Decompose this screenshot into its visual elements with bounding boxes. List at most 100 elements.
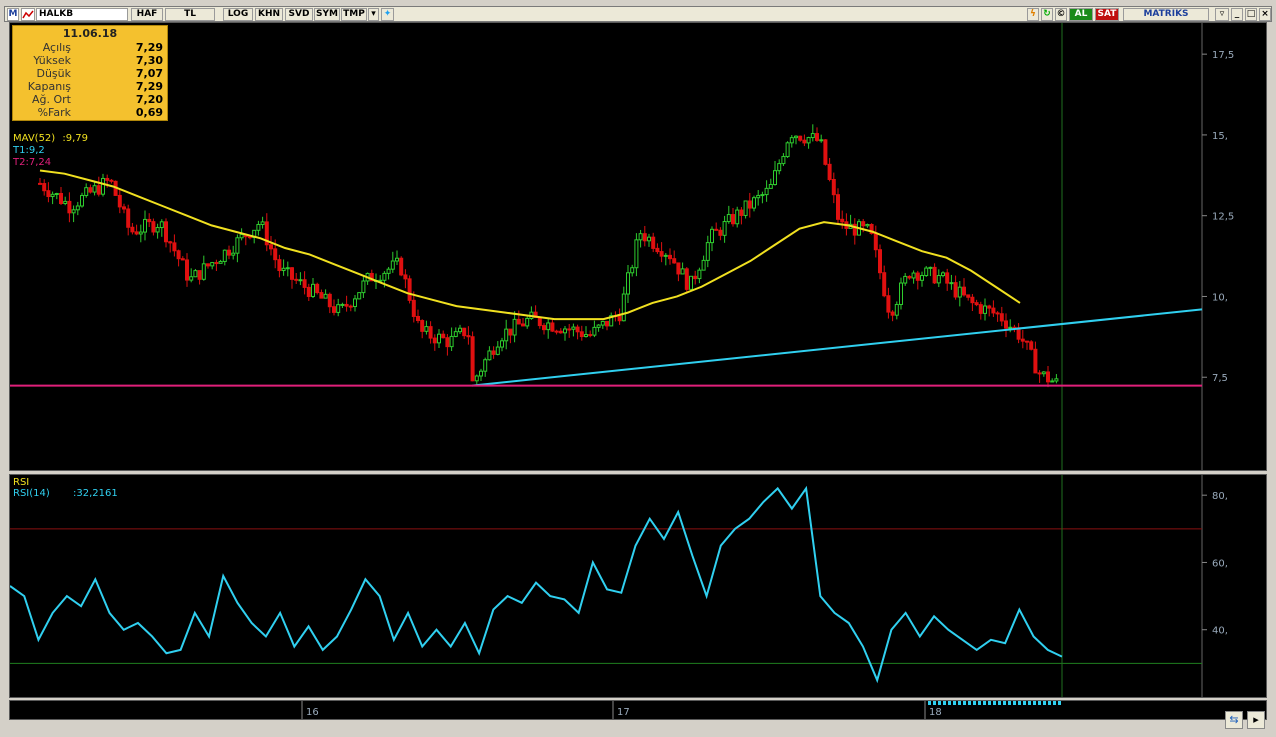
candle-body: [285, 267, 290, 270]
sell-button[interactable]: SAT: [1095, 8, 1119, 21]
svd-button[interactable]: SVD: [285, 8, 313, 21]
candle-body: [382, 272, 387, 281]
candle-body: [747, 200, 752, 209]
candle-body: [164, 221, 168, 243]
candle-body: [768, 184, 773, 189]
candle-body: [319, 292, 324, 299]
rsi-label: RSI(14) :32,2161: [13, 488, 118, 499]
rsi-name: RSI(14): [13, 488, 50, 499]
time-marker: [1058, 701, 1061, 705]
time-marker: [973, 701, 976, 705]
twitter-icon[interactable]: ✦: [381, 8, 394, 21]
candle-body: [941, 272, 945, 277]
candle-body: [369, 272, 374, 282]
candle-body: [239, 234, 244, 239]
candle-body: [621, 293, 626, 322]
candle-body: [453, 331, 458, 337]
rsi-panel[interactable]: 80, 60, 40, RSI RSI(14) :32,2161: [9, 474, 1267, 698]
info-row-change: %Fark 0,69: [13, 106, 167, 119]
candle-body: [722, 221, 727, 236]
candle-body: [407, 278, 412, 301]
log-button[interactable]: LOG: [223, 8, 253, 21]
candle-body: [701, 259, 706, 271]
candle-body: [1046, 371, 1050, 383]
candle-body: [953, 282, 958, 298]
time-marker: [1013, 701, 1016, 705]
chart-type-icon[interactable]: [21, 8, 35, 21]
candle-body: [117, 194, 122, 208]
candle-body: [122, 206, 126, 210]
candle-body: [966, 294, 971, 298]
info-value: 7,29: [135, 80, 163, 93]
scroll-end-icon[interactable]: ▸: [1247, 711, 1265, 729]
rsi-value: :32,2161: [72, 488, 118, 499]
candle-body: [693, 275, 698, 280]
candle-body: [550, 322, 555, 332]
khn-button[interactable]: KHN: [255, 8, 283, 21]
candle-body: [458, 327, 462, 333]
candle-body: [886, 295, 891, 313]
horizontal-scrollbar[interactable]: ⇆ ▸: [9, 711, 1267, 731]
candle-body: [101, 177, 105, 195]
candle-body: [525, 317, 530, 327]
info-value: 0,69: [135, 106, 163, 119]
lightning-icon[interactable]: ϟ: [1027, 8, 1039, 21]
buy-button[interactable]: AL: [1069, 8, 1093, 21]
candle-body: [327, 293, 332, 308]
rsi-tick-label: 40,: [1212, 626, 1228, 637]
candle-body: [945, 272, 950, 284]
candle-body: [437, 333, 441, 344]
minimize-icon[interactable]: ▿: [1215, 8, 1229, 21]
symbol-field[interactable]: HALKB: [36, 8, 128, 21]
time-marker: [968, 701, 971, 705]
candle-body: [882, 272, 887, 297]
candle-body: [395, 257, 399, 262]
info-row-low: Düşük 7,07: [13, 67, 167, 80]
candle-body: [596, 324, 601, 328]
time-marker: [993, 701, 996, 705]
price-tick-label: 12,5: [1212, 212, 1234, 223]
candle-body: [588, 334, 593, 337]
candle-body: [668, 254, 672, 260]
candle-body: [80, 194, 84, 207]
sym-button[interactable]: SYM: [314, 8, 340, 21]
tmp-button[interactable]: TMP: [341, 8, 367, 21]
candle-body: [815, 133, 819, 141]
time-marker: [1018, 701, 1021, 705]
candle-body: [865, 224, 870, 227]
candle-body: [159, 221, 164, 229]
candle-body: [71, 209, 76, 214]
close-icon[interactable]: ×: [1259, 8, 1271, 21]
candle-body: [487, 350, 492, 361]
price-chart[interactable]: 17,5 15, 12,5 10, 7,5: [10, 23, 1266, 470]
candle-body: [752, 197, 756, 209]
candle-body: [907, 275, 912, 279]
maximize-icon[interactable]: □: [1245, 8, 1257, 21]
copyright-icon[interactable]: ©: [1055, 8, 1067, 21]
candle-body: [600, 320, 605, 326]
candle-body: [680, 268, 685, 275]
minimize-window-icon[interactable]: _: [1231, 8, 1243, 21]
sync-icon[interactable]: ⇆: [1225, 711, 1243, 729]
tl-button[interactable]: TL: [165, 8, 215, 21]
candle-body: [462, 327, 467, 337]
m-button[interactable]: M: [7, 8, 19, 21]
price-chart-panel[interactable]: 17,5 15, 12,5 10, 7,5 MAV(52) :9,79 T1:9,2 T…: [9, 22, 1267, 471]
rsi-chart[interactable]: 80, 60, 40,: [9, 475, 1266, 697]
dropdown-icon[interactable]: ▾: [368, 8, 379, 21]
refresh-icon[interactable]: ↻: [1041, 8, 1053, 21]
candle-body: [806, 137, 811, 144]
haf-button[interactable]: HAF: [131, 8, 163, 21]
candle-body: [508, 328, 513, 336]
candle-body: [760, 194, 765, 197]
time-tick-label: 16: [306, 707, 319, 718]
candle-body: [1037, 372, 1042, 375]
time-marker: [963, 701, 966, 705]
rsi-line: [9, 485, 1063, 684]
candle-body: [403, 274, 408, 280]
candle-body: [420, 320, 425, 332]
candle-body: [558, 330, 563, 334]
candle-body: [810, 133, 815, 139]
candle-body: [151, 221, 156, 233]
candle-body: [1008, 326, 1013, 329]
